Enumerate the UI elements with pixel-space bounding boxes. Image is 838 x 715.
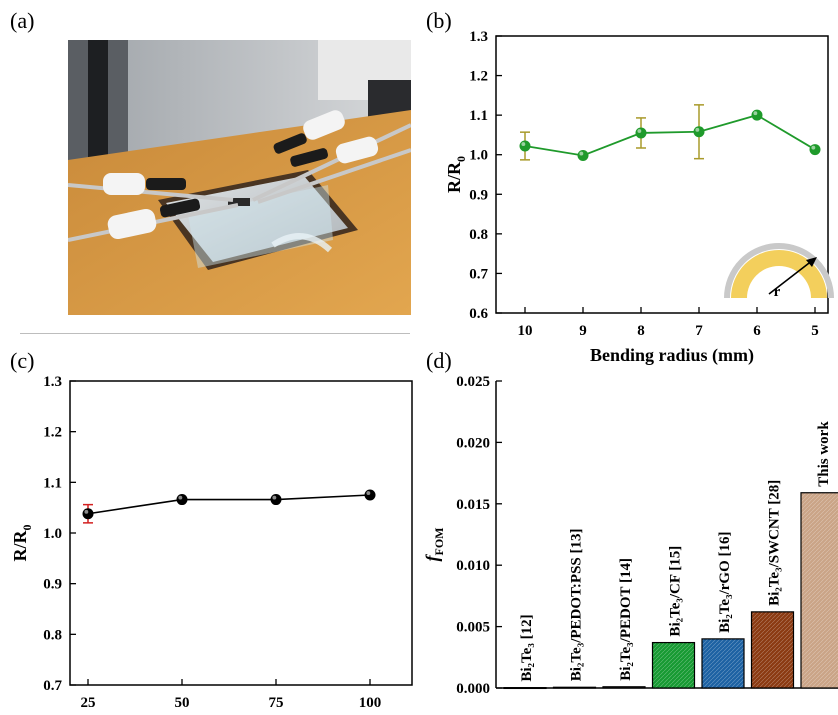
- data-point-1: [577, 150, 589, 162]
- plot-frame: [495, 35, 829, 314]
- x-tick-label: 5: [811, 323, 819, 339]
- y-tick-label: 0.7: [469, 266, 488, 282]
- bar-0: [503, 687, 547, 690]
- y-tick-label: 0.9: [469, 187, 488, 203]
- bar-label-1: Bi₂Te₃/PEDOT:PSS [13]: [569, 528, 585, 681]
- data-point-2: [635, 127, 647, 139]
- y-tick-label: 0.6: [469, 306, 488, 322]
- data-point-1: [176, 494, 188, 506]
- data-point-3: [364, 489, 376, 501]
- x-tick-label: 50: [175, 695, 190, 711]
- x-tick-label: 9: [579, 323, 587, 339]
- y-tick-label: 0.000: [456, 681, 490, 697]
- bar-label-6: This work: [816, 421, 832, 487]
- y-tick-label: 1.3: [43, 374, 62, 390]
- y-tick-label: 1.1: [469, 108, 488, 124]
- bar-label-5: Bi₂Te₃/SWCNT [28]: [767, 480, 783, 606]
- data-point-2: [270, 494, 282, 506]
- y-tick-label: 0.9: [43, 577, 62, 593]
- y-axis-label: R/R0: [444, 156, 468, 193]
- data-point-0: [519, 140, 531, 152]
- y-tick-label: 0.8: [43, 627, 62, 643]
- x-tick-label: 75: [269, 695, 284, 711]
- panel-d-label: (d): [426, 348, 452, 373]
- chart-b-radius: 0.6 0.7 0.8 0.9 1.0 1.1 1.2 1.3 10 9 8 7 6 5 Bending r…: [444, 29, 834, 365]
- data-point-3: [693, 126, 705, 138]
- series-line: [87, 494, 371, 515]
- chart-d-fom: 0.000 0.005 0.010 0.015 0.020 0.025 fFOM Bi₂Te₃…: [422, 374, 838, 697]
- x-tick-label: 25: [81, 695, 96, 711]
- y-tick-label: 0.8: [469, 227, 488, 243]
- y-tick-label: 0.7: [43, 678, 62, 694]
- bar-4: [701, 638, 745, 689]
- x-tick-label: 100: [359, 695, 382, 711]
- y-axis-label: R/R0: [10, 525, 34, 562]
- setup-photo: [68, 40, 411, 315]
- panel-c-label: (c): [10, 348, 35, 373]
- y-axis-label: fFOM: [422, 528, 446, 562]
- bar-label-4: Bi₂Te₃/rGO [16]: [717, 532, 733, 633]
- y-tick-label: 1.0: [469, 148, 488, 164]
- radius-inset-icon: r: [724, 243, 834, 300]
- y-tick-label: 0.020: [456, 435, 490, 451]
- y-tick-label: 1.1: [43, 475, 62, 491]
- bar-2: [602, 686, 646, 689]
- chart-c-cycles: 0.70.80.91.01.11.21.3255075100Bending cy…: [10, 374, 413, 711]
- y-tick-label: 0.025: [456, 374, 490, 390]
- bar-1: [552, 686, 597, 689]
- x-axis-label: Bending radius (mm): [590, 345, 754, 365]
- y-tick-label: 1.0: [43, 526, 62, 542]
- series-line: [524, 114, 816, 157]
- y-tick-label: 0.015: [456, 497, 490, 513]
- bar-label-2: Bi₂Te₃/PEDOT [14]: [618, 558, 634, 681]
- x-tick-label: 7: [695, 323, 703, 339]
- bar-label-3: Bi₂Te₃/CF [15]: [668, 546, 684, 637]
- data-point-5: [809, 144, 821, 156]
- bar-3: [651, 641, 696, 689]
- plot-frame: [69, 380, 413, 686]
- panel-divider: [20, 333, 410, 334]
- y-tick-label: 0.010: [456, 558, 490, 574]
- data-point-0: [82, 508, 94, 520]
- y-tick-label: 1.2: [43, 425, 62, 441]
- x-tick-label: 6: [753, 323, 761, 339]
- x-tick-label: 10: [518, 323, 533, 339]
- x-tick-label: 8: [637, 323, 645, 339]
- bar-label-0: Bi₂Te₃ [12]: [519, 614, 535, 681]
- y-tick-label: 1.2: [469, 69, 488, 85]
- bar-5: [750, 611, 795, 689]
- y-tick-label: 1.3: [469, 29, 488, 45]
- data-point-4: [751, 109, 763, 121]
- panel-b-label: (b): [426, 8, 452, 33]
- y-tick-label: 0.005: [456, 620, 490, 636]
- inset-radius-label: r: [774, 284, 781, 300]
- bar-6: [800, 492, 838, 689]
- panel-a-label: (a): [10, 8, 35, 33]
